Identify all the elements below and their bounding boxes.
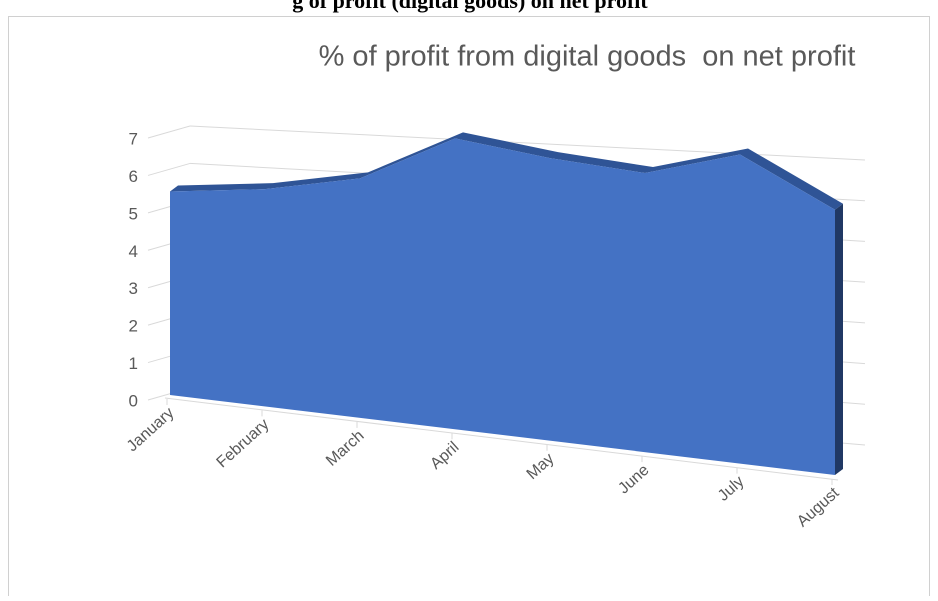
x-tick-label: July [715,473,748,505]
y-tick-label: 6 [129,167,138,186]
x-tick-label: May [524,450,558,483]
x-tick-label: February [214,416,273,471]
grid-line [147,125,191,139]
x-tick-label: March [323,427,367,469]
x-tick-label: April [427,439,462,473]
heading: g of profit (digital goods) on net profi… [292,0,648,13]
x-tick-label: January [124,404,178,455]
x-tick-label: June [615,462,652,498]
y-tick-label: 7 [129,129,138,148]
area-depth-top [170,132,843,210]
y-tick-label: 0 [129,391,138,410]
y-tick-label: 5 [129,204,138,223]
axis-line [164,397,839,481]
chart-title: % of profit from digital goods on net pr… [319,41,856,73]
y-tick-label: 2 [129,317,138,336]
grid-line [147,162,191,176]
area-depth-side [835,203,843,476]
y-tick-label: 1 [129,354,138,373]
area [170,138,835,476]
y-tick-label: 4 [129,242,138,261]
x-tick-label: August [794,484,843,530]
y-tick-label: 3 [129,279,138,298]
